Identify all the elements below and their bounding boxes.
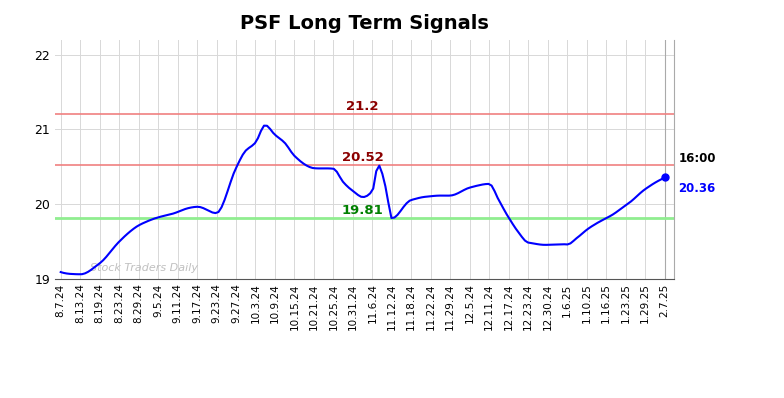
- Text: 19.81: 19.81: [342, 204, 383, 217]
- Title: PSF Long Term Signals: PSF Long Term Signals: [240, 14, 489, 33]
- Text: 20.52: 20.52: [342, 151, 383, 164]
- Text: Stock Traders Daily: Stock Traders Daily: [90, 263, 198, 273]
- Text: 20.36: 20.36: [678, 182, 716, 195]
- Text: 21.2: 21.2: [347, 100, 379, 113]
- Text: 16:00: 16:00: [678, 152, 716, 165]
